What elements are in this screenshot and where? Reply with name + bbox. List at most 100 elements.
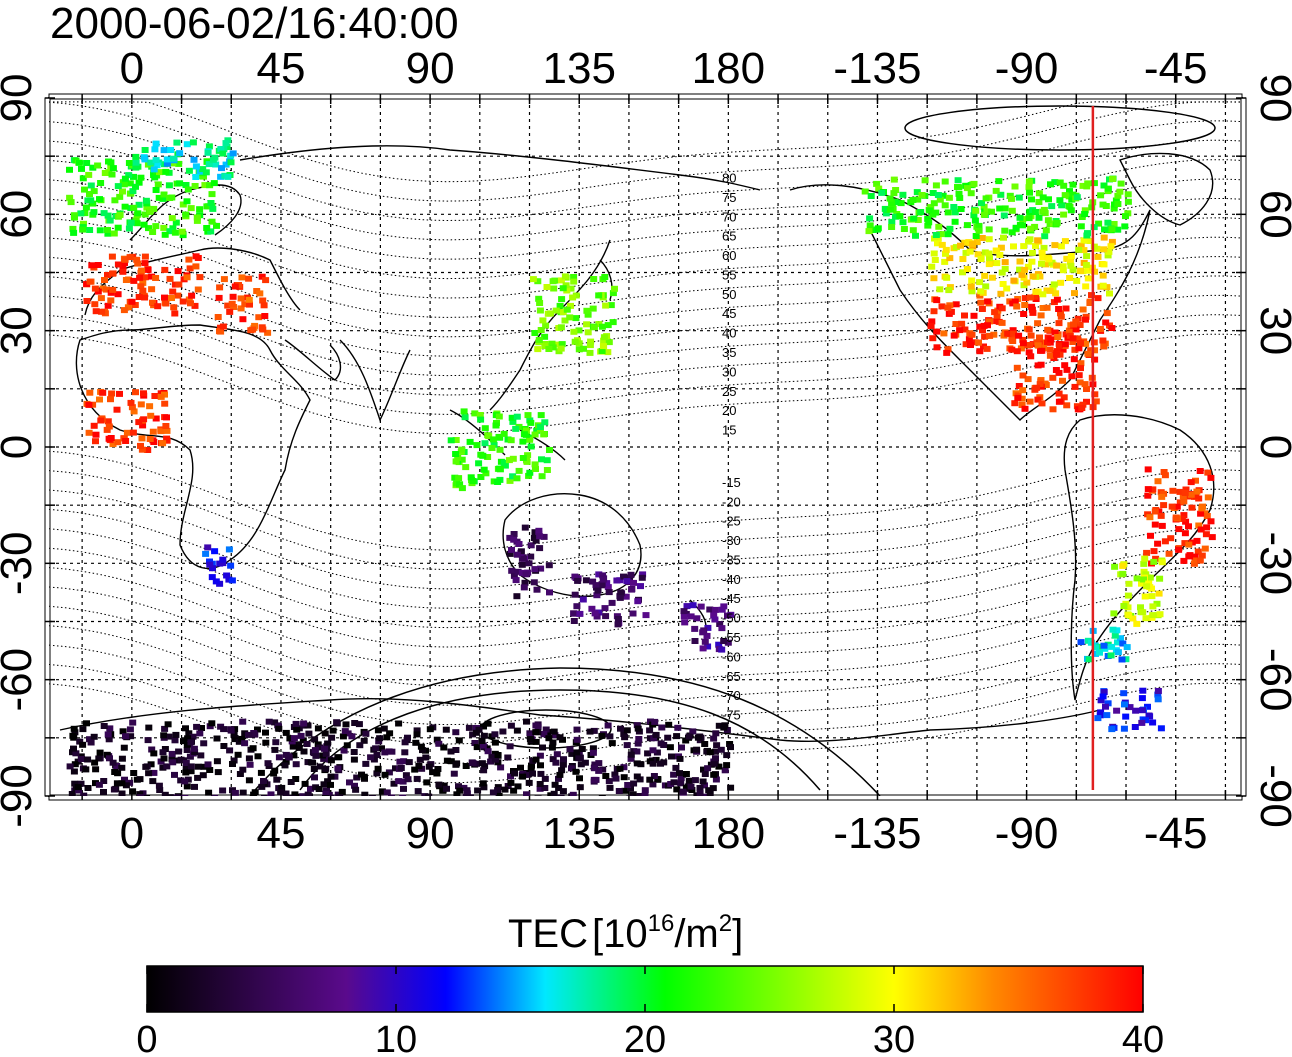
tec-cell <box>521 579 529 586</box>
tec-cell <box>1031 223 1039 230</box>
tec-cell <box>980 211 988 218</box>
tec-cell <box>205 143 213 150</box>
tec-cell <box>985 250 993 257</box>
tec-cell <box>307 759 315 766</box>
tec-cell <box>886 195 894 202</box>
tec-cell <box>1053 219 1061 226</box>
tec-cell <box>183 274 191 281</box>
tec-cell <box>510 572 518 579</box>
tec-cell <box>385 748 393 755</box>
tec-cell <box>536 752 544 759</box>
tec-cell <box>679 788 687 795</box>
tec-cell <box>160 224 168 231</box>
tec-cell <box>1008 346 1016 353</box>
tec-cell <box>1073 403 1081 410</box>
tec-cell <box>567 302 574 309</box>
tec-cell <box>941 202 949 209</box>
tec-cell <box>599 343 607 350</box>
tec-cell <box>976 348 984 355</box>
tec-cell <box>465 724 473 731</box>
tec-cell <box>118 790 126 796</box>
tec-cell <box>334 765 342 772</box>
tec-cell <box>101 277 108 283</box>
tec-cell <box>926 207 934 214</box>
tec-cell <box>234 751 242 758</box>
tec-cell <box>563 306 571 313</box>
tec-cell <box>101 170 109 176</box>
tec-cell <box>413 775 421 782</box>
tec-cell <box>373 770 381 777</box>
tec-cell <box>1154 688 1162 694</box>
tec-cell <box>558 296 566 303</box>
latitude-label: -90 <box>0 764 41 828</box>
tec-cell <box>557 345 565 352</box>
magnetic-contour <box>49 624 1242 726</box>
tec-cell <box>1048 203 1056 210</box>
tec-cell <box>160 191 168 198</box>
tec-cell <box>1097 697 1105 704</box>
tec-cell <box>533 586 541 593</box>
tec-cell <box>169 155 177 162</box>
tec-cell <box>1032 242 1039 249</box>
tec-cell <box>1034 342 1042 349</box>
tec-cell <box>161 294 168 301</box>
tec-cell <box>463 787 471 794</box>
tec-cell <box>531 330 539 336</box>
tec-cell <box>206 558 213 565</box>
tec-cell <box>149 299 156 306</box>
tec-cell <box>549 756 557 763</box>
tec-cell <box>1080 247 1088 254</box>
tec-cell <box>1038 347 1046 354</box>
tec-cell <box>174 292 182 299</box>
tec-cell <box>657 740 665 747</box>
magnetic-contour <box>49 605 1242 706</box>
tec-cell <box>614 621 622 628</box>
tec-cell <box>519 455 527 461</box>
tec-cell <box>89 401 97 408</box>
tec-cell <box>892 199 900 206</box>
tec-cell <box>553 751 561 758</box>
tec-cell <box>512 425 520 432</box>
tec-cell <box>99 389 107 396</box>
tec-cell <box>316 763 324 770</box>
tec-cell <box>1203 513 1211 519</box>
tec-cell <box>983 345 991 352</box>
tec-cell <box>499 728 507 735</box>
tec-cell <box>866 222 874 229</box>
tec-cell <box>506 534 514 541</box>
tec-cell <box>897 200 905 207</box>
tec-cell <box>1141 593 1149 600</box>
tec-cell <box>196 206 204 213</box>
tec-cell <box>1100 234 1108 241</box>
tec-cell <box>477 416 485 423</box>
tec-cell <box>523 718 530 725</box>
tec-cell <box>1001 259 1009 266</box>
tec-cell <box>1104 185 1112 192</box>
tec-cell <box>1061 362 1069 369</box>
tec-cell <box>1077 639 1085 646</box>
tec-cell <box>169 759 177 766</box>
tec-cell <box>963 222 971 229</box>
tec-cell <box>1108 643 1116 650</box>
tec-cell <box>913 189 921 196</box>
tec-cell <box>1077 223 1085 230</box>
tec-cell <box>1192 493 1200 500</box>
tec-cell <box>129 788 137 795</box>
mag-lat-label: -20 <box>722 494 741 509</box>
tec-cell <box>185 167 193 174</box>
tec-cell <box>367 754 375 761</box>
tec-cell <box>1052 351 1060 358</box>
tec-cell <box>605 778 613 785</box>
tec-cell <box>395 778 403 785</box>
tec-cell <box>1104 700 1112 707</box>
tec-cell <box>159 764 167 771</box>
tec-cell <box>104 302 112 309</box>
tec-cell <box>629 610 637 617</box>
tec-cell <box>411 766 419 773</box>
tec-cell <box>1025 215 1033 222</box>
tec-cell <box>82 766 90 773</box>
tec-cell <box>1086 298 1094 305</box>
tec-cell <box>1029 341 1037 348</box>
tec-cell <box>422 754 430 761</box>
tec-cell <box>480 784 488 791</box>
